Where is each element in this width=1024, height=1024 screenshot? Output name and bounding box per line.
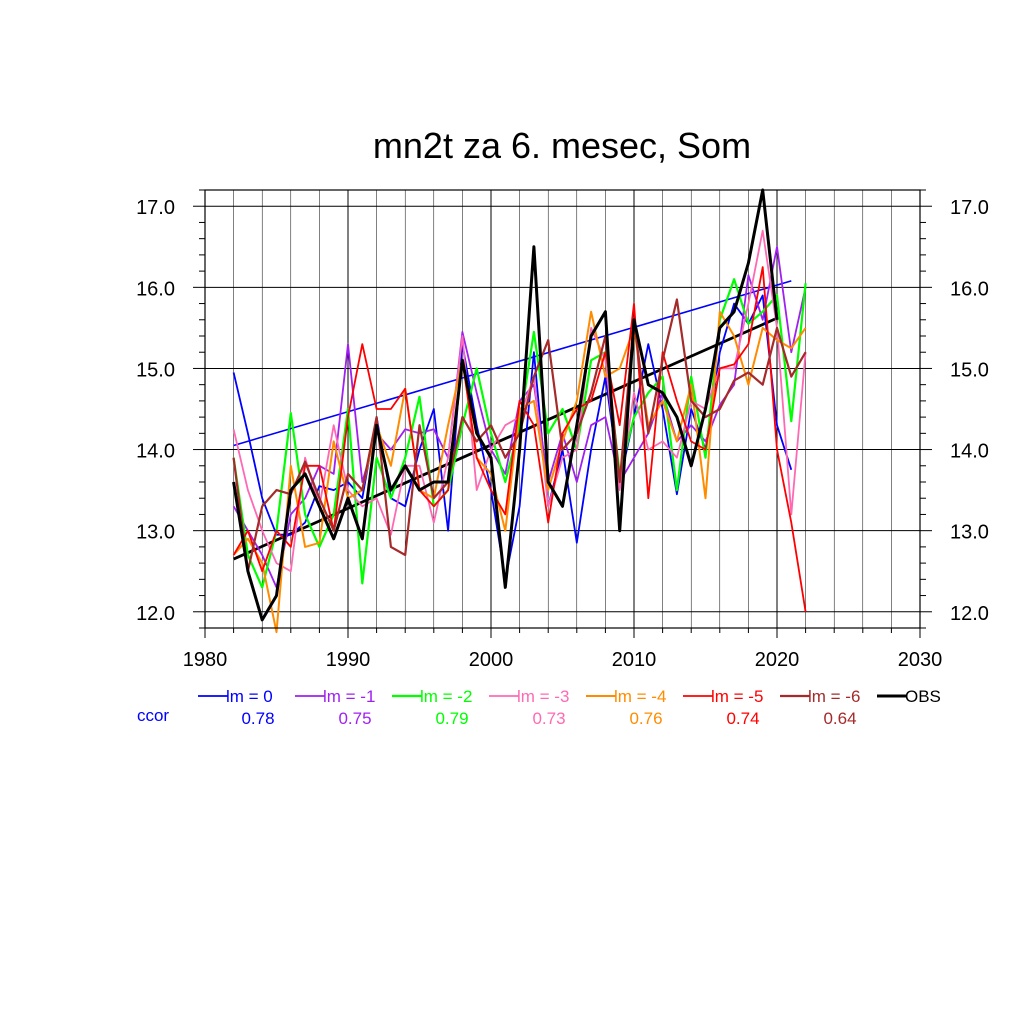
series-line bbox=[232, 188, 779, 622]
legend-label: lm = -5 bbox=[711, 687, 763, 706]
legend-label: OBS bbox=[905, 687, 941, 706]
y-tick-label-right: 12.0 bbox=[950, 603, 989, 625]
legend-ccor-value: 0.78 bbox=[241, 709, 274, 728]
legend-label: lm = -1 bbox=[323, 687, 375, 706]
y-tick-label-left: 16.0 bbox=[136, 278, 175, 300]
chart-title: mn2t za 6. mesec, Som bbox=[373, 125, 751, 166]
plot-border bbox=[204, 189, 921, 629]
ccor-label: ccor bbox=[137, 706, 169, 725]
y-tick-label-left: 17.0 bbox=[136, 197, 175, 219]
legend-ccor-value: 0.76 bbox=[629, 709, 662, 728]
y-tick-label-right: 13.0 bbox=[950, 522, 989, 544]
legend-ccor-value: 0.74 bbox=[726, 709, 759, 728]
x-tick-label: 1990 bbox=[326, 649, 371, 671]
y-tick-label-left: 15.0 bbox=[136, 359, 175, 381]
y-tick-label-right: 17.0 bbox=[950, 197, 989, 219]
trend-line bbox=[233, 280, 792, 447]
plot-frame bbox=[204, 189, 921, 629]
y-tick-label-right: 14.0 bbox=[950, 441, 989, 463]
x-tick-label: 2010 bbox=[612, 649, 657, 671]
legend-label: lm = -3 bbox=[517, 687, 569, 706]
x-tick-label: 2030 bbox=[898, 649, 943, 671]
y-tick-label-right: 16.0 bbox=[950, 278, 989, 300]
legend: ccor lm = 0 0.78 lm = -1 0.75 lm = -2 0.79 lm =… bbox=[137, 687, 941, 728]
legend-label: lm = -4 bbox=[614, 687, 666, 706]
legend-label: lm = 0 bbox=[226, 687, 273, 706]
series-line bbox=[232, 310, 807, 634]
legend-ccor-value: 0.75 bbox=[338, 709, 371, 728]
y-tick-label-right: 15.0 bbox=[950, 359, 989, 381]
series-lines bbox=[232, 188, 807, 634]
legend-label: lm = -6 bbox=[808, 687, 860, 706]
y-tick-label-left: 12.0 bbox=[136, 603, 175, 625]
legend-label: lm = -2 bbox=[420, 687, 472, 706]
x-tick-label: 1980 bbox=[183, 649, 228, 671]
legend-ccor-value: 0.79 bbox=[435, 709, 468, 728]
x-tick-label: 2020 bbox=[755, 649, 800, 671]
legend-ccor-value: 0.73 bbox=[532, 709, 565, 728]
x-tick-label: 2000 bbox=[469, 649, 514, 671]
legend-ccor-value: 0.64 bbox=[823, 709, 856, 728]
series-line bbox=[232, 266, 807, 612]
axes: 1980 1990 2000 2010 2020 2030 12.0 12.0 13.0 13.0… bbox=[136, 189, 989, 671]
y-tick-label-left: 14.0 bbox=[136, 441, 175, 463]
y-tick-label-left: 13.0 bbox=[136, 522, 175, 544]
